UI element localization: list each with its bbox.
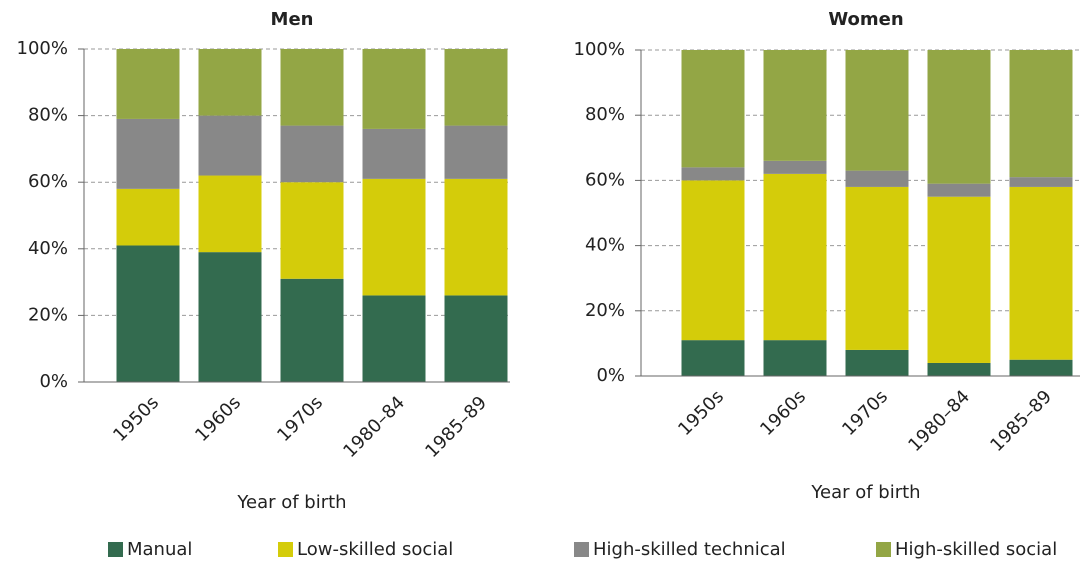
x-tick-label: 1960s — [191, 392, 245, 446]
bar-segment — [280, 49, 344, 126]
bar-segment — [763, 173, 827, 341]
bar-segment — [116, 49, 180, 119]
y-tick-label: 0% — [39, 371, 68, 392]
bar-segment — [1009, 50, 1073, 178]
chart-title: Women — [828, 9, 903, 30]
bar-segment — [280, 125, 344, 183]
bar-segment — [362, 49, 426, 129]
bar-segment — [198, 115, 262, 176]
bar-segment — [444, 178, 508, 296]
y-tick-label: 40% — [28, 238, 68, 259]
bar-segment — [1009, 359, 1073, 376]
y-tick-label: 80% — [28, 105, 68, 126]
bar-segment — [198, 175, 262, 253]
bar-segment — [1009, 177, 1073, 187]
x-tick-label: 1950s — [109, 392, 163, 446]
legend-swatch — [108, 542, 123, 557]
y-tick-label: 20% — [585, 300, 625, 321]
bar-segment — [927, 196, 991, 363]
bar-segment — [927, 50, 991, 184]
bar-segment — [763, 160, 827, 174]
x-tick-label: 1980–84 — [339, 392, 409, 462]
x-tick-label: 1970s — [838, 386, 892, 440]
legend-swatch — [876, 542, 891, 557]
legend-label: High-skilled social — [895, 539, 1057, 560]
y-tick-label: 80% — [585, 104, 625, 125]
bar-segment — [763, 50, 827, 161]
bar-segment — [845, 349, 909, 376]
bar-segment — [116, 245, 180, 382]
bar-segment — [116, 188, 180, 246]
bar-segment — [362, 178, 426, 296]
y-tick-label: 60% — [28, 171, 68, 192]
legend-label: Low-skilled social — [297, 539, 453, 560]
x-tick-label: 1985–89 — [421, 392, 491, 462]
bar-segment — [681, 167, 745, 181]
y-tick-label: 20% — [28, 304, 68, 325]
bar-segment — [763, 340, 827, 376]
bar-segment — [280, 278, 344, 382]
bar-segment — [198, 49, 262, 116]
bar-segment — [362, 295, 426, 382]
x-axis-title: Year of birth — [810, 482, 920, 503]
legend-label: High-skilled technical — [593, 539, 786, 560]
y-tick-label: 100% — [17, 38, 68, 59]
bar-segment — [444, 49, 508, 126]
bar-segment — [927, 362, 991, 376]
bar-segment — [845, 170, 909, 187]
bar-segment — [681, 340, 745, 376]
x-tick-label: 1960s — [756, 386, 810, 440]
bar-segment — [362, 128, 426, 179]
legend-label: Manual — [127, 539, 192, 560]
bar-segment — [1009, 186, 1073, 360]
bar-segment — [681, 180, 745, 341]
legend-swatch — [574, 542, 589, 557]
y-tick-label: 0% — [596, 365, 625, 386]
x-tick-label: 1950s — [674, 386, 728, 440]
x-tick-label: 1970s — [273, 392, 327, 446]
bar-segment — [845, 186, 909, 350]
y-tick-label: 100% — [574, 39, 625, 60]
chart-title: Men — [271, 9, 314, 30]
bar-segment — [444, 125, 508, 179]
x-axis-title: Year of birth — [236, 492, 346, 513]
y-tick-label: 40% — [585, 235, 625, 256]
legend-swatch — [278, 542, 293, 557]
bar-segment — [444, 295, 508, 382]
bar-segment — [198, 252, 262, 382]
x-tick-label: 1980–84 — [904, 386, 974, 456]
bar-segment — [927, 183, 991, 197]
bar-segment — [845, 50, 909, 171]
bar-segment — [280, 182, 344, 279]
x-tick-label: 1985–89 — [986, 386, 1056, 456]
bar-segment — [116, 118, 180, 189]
bar-segment — [681, 50, 745, 168]
y-tick-label: 60% — [585, 169, 625, 190]
